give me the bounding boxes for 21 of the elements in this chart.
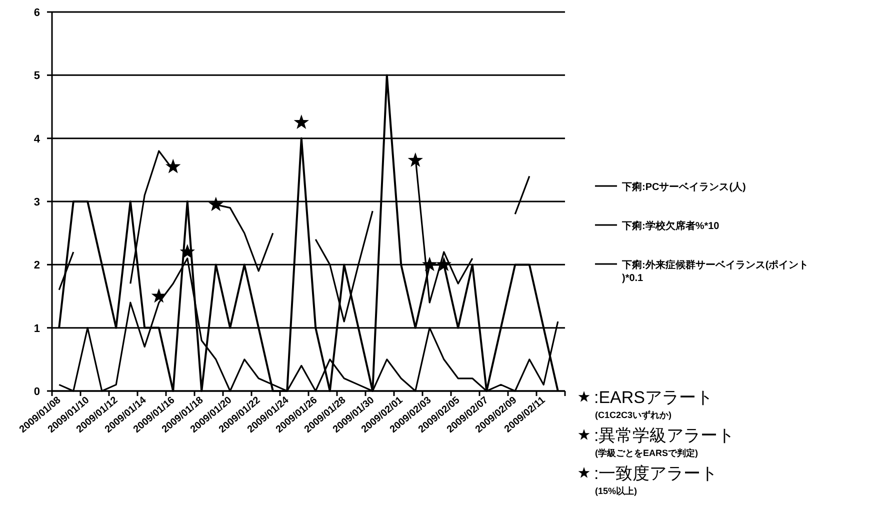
y-tick-label: 2: [34, 260, 40, 272]
point: [294, 114, 309, 129]
point: [422, 256, 438, 272]
point: [436, 256, 452, 272]
legend-label: :EARSアラート (C1C2C3いずれか): [594, 388, 714, 421]
y-tick-label: 6: [34, 7, 40, 19]
y-tick-label: 0: [34, 386, 40, 398]
point: [151, 288, 166, 303]
legend-label: 下痢:外来症候群サーベイランス(ポイント)*0.1: [621, 259, 809, 284]
y-tick-label: 4: [34, 133, 41, 146]
legend-label: 下痢:PCサーベイランス(人): [621, 181, 746, 193]
point: [180, 244, 195, 258]
point: [166, 158, 181, 174]
legend-label: :異常学級アラート (学級ごとをEARSで判定): [594, 426, 735, 458]
legend-label: 下痢:学校欠席者%*10: [621, 220, 720, 232]
y-tick-label: 1: [34, 322, 40, 335]
point: [408, 152, 423, 167]
y-tick-label: 5: [34, 70, 40, 82]
legend-label: :一致度アラート (15%以上): [594, 464, 718, 496]
point: [208, 196, 224, 212]
y-tick-label: 3: [34, 196, 40, 208]
